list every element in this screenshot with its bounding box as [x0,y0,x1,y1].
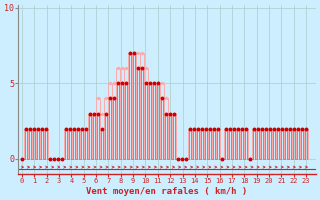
X-axis label: Vent moyen/en rafales ( km/h ): Vent moyen/en rafales ( km/h ) [86,187,248,196]
